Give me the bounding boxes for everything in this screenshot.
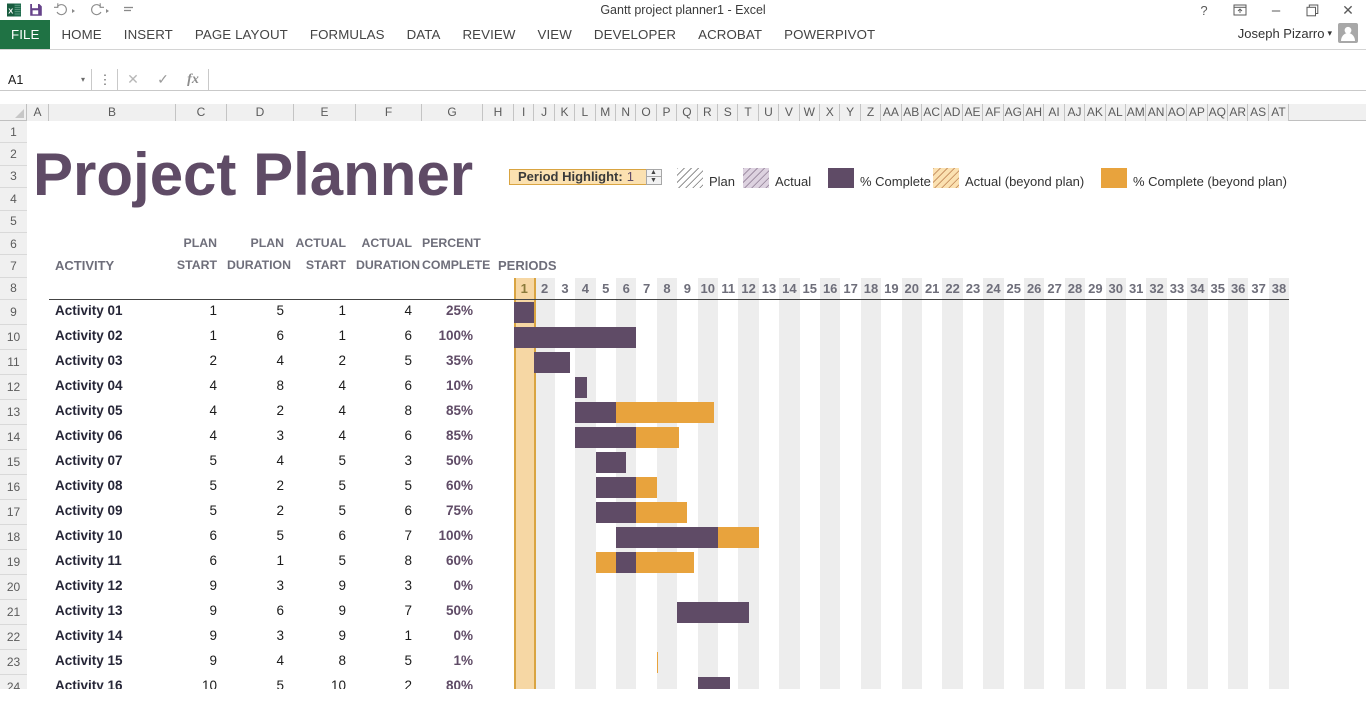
svg-text:X: X — [8, 6, 13, 15]
